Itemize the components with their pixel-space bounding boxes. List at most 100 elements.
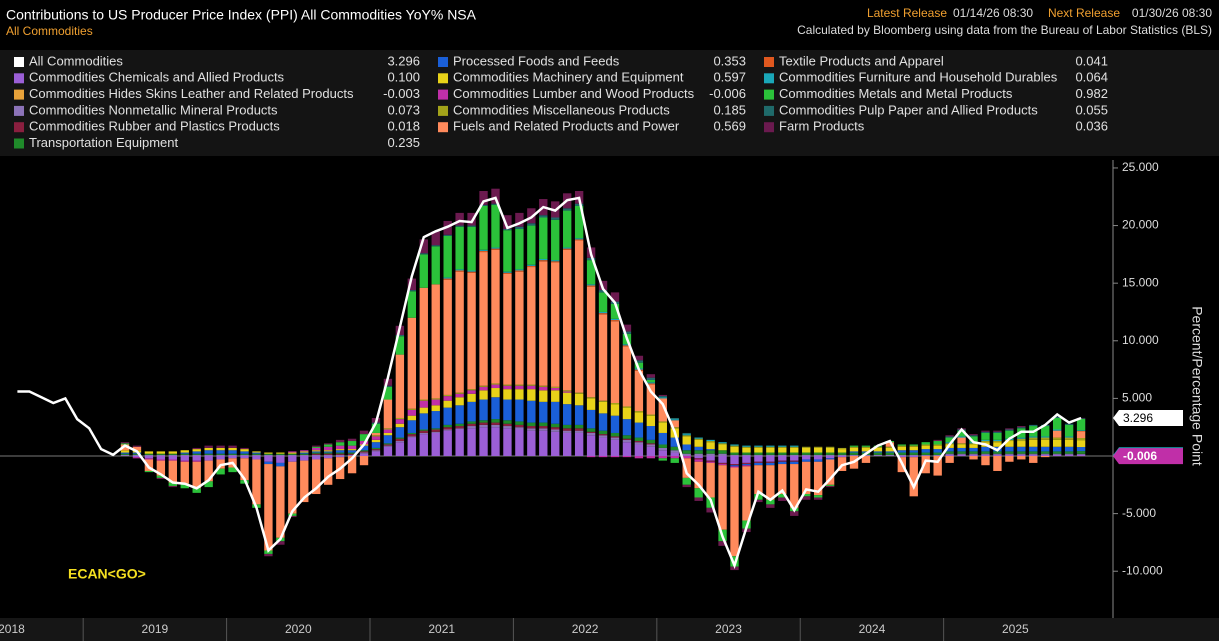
- bar-segment: [730, 445, 739, 447]
- bar-segment: [312, 451, 321, 453]
- bar-segment: [778, 460, 787, 462]
- bar-segment: [216, 447, 225, 451]
- bar-segment: [574, 393, 584, 406]
- bar-segment: [515, 270, 524, 272]
- bar-segment: [288, 515, 297, 518]
- legend-swatch: [438, 122, 448, 133]
- bar-segment: [527, 430, 536, 457]
- bar-segment: [813, 497, 823, 500]
- bar-segment: [1076, 438, 1086, 441]
- bar-segment: [622, 345, 632, 347]
- bar-segment: [144, 454, 154, 457]
- bar-segment: [347, 456, 357, 474]
- bar-segment: [634, 442, 644, 445]
- bar-segment: [455, 429, 464, 457]
- bar-segment: [395, 442, 405, 457]
- bar-segment: [1005, 451, 1014, 454]
- bar-segment: [467, 226, 476, 271]
- bar-segment: [682, 432, 691, 435]
- bar-segment: [790, 461, 799, 465]
- bar-segment: [969, 451, 978, 454]
- bar-segment: [778, 497, 787, 501]
- bar-segment: [1064, 424, 1074, 437]
- bar-segment: [431, 284, 440, 399]
- bar-segment: [1076, 451, 1086, 454]
- bar-segment: [945, 436, 954, 438]
- bar-segment: [491, 424, 500, 428]
- bar-segment: [682, 450, 691, 454]
- bar-segment: [885, 447, 895, 452]
- bar-segment: [574, 238, 584, 240]
- bar-segment: [790, 445, 799, 447]
- bar-segment: [371, 450, 381, 452]
- bar-segment: [300, 456, 309, 461]
- bar-segment: [431, 231, 440, 246]
- bar-segment: [921, 444, 930, 446]
- bar-segment: [527, 426, 536, 429]
- legend-label: Commodities Pulp Paper and Allied Produc…: [779, 102, 1038, 117]
- bar-segment: [491, 188, 500, 204]
- bar-segment: [634, 355, 644, 361]
- bar-segment: [969, 434, 978, 436]
- bar-segment: [228, 447, 237, 451]
- bar-segment: [204, 453, 213, 455]
- bar-segment: [790, 464, 799, 508]
- bar-segment: [993, 430, 1002, 432]
- bar-segment: [981, 453, 990, 455]
- bar-segment: [539, 428, 548, 431]
- bar-segment: [551, 386, 560, 389]
- bar-segment: [706, 442, 715, 450]
- bar-segment: [431, 405, 440, 412]
- bar-segment: [634, 412, 644, 423]
- legend-value: 0.018: [387, 119, 420, 134]
- bar-segment: [455, 212, 464, 226]
- bar-segment: [479, 424, 488, 428]
- bar-segment: [921, 456, 930, 474]
- x-tick-label: 2018: [0, 622, 25, 636]
- bar-segment: [885, 446, 895, 448]
- bar-segment: [706, 462, 715, 498]
- legend-label: Commodities Metals and Metal Products: [779, 86, 1013, 101]
- bar-segment: [1076, 454, 1086, 457]
- bar-segment: [646, 443, 656, 445]
- bar-segment: [539, 386, 548, 391]
- bar-segment: [204, 450, 213, 454]
- bar-segment: [180, 452, 189, 454]
- bar-segment: [264, 453, 273, 455]
- bar-segment: [778, 456, 787, 461]
- bar-segment: [694, 453, 703, 457]
- bar-segment: [682, 456, 691, 459]
- bar-segment: [646, 415, 656, 427]
- bar-segment: [694, 446, 703, 451]
- bar-segment: [1029, 436, 1038, 438]
- bar-segment: [646, 439, 656, 444]
- bar-segment: [1005, 446, 1014, 452]
- bar-segment: [586, 409, 596, 429]
- bar-segment: [240, 453, 249, 455]
- bar-segment: [634, 362, 644, 369]
- bar-segment: [371, 451, 381, 457]
- bar-segment: [240, 447, 249, 450]
- bar-segment: [622, 442, 632, 457]
- bar-segment: [120, 443, 130, 445]
- bar-segment: [156, 454, 166, 457]
- bar-segment: [467, 271, 476, 273]
- bar-segment: [467, 421, 476, 424]
- bar-segment: [981, 432, 990, 440]
- bar-segment: [598, 313, 608, 315]
- bar-segment: [120, 454, 130, 457]
- bar-segment: [706, 450, 715, 454]
- bar-segment: [598, 430, 608, 435]
- bar-segment: [252, 452, 261, 454]
- legend-label: Commodities Miscellaneous Products: [453, 102, 670, 117]
- bar-segment: [622, 346, 632, 407]
- bar-segment: [766, 447, 775, 453]
- bar-segment: [515, 226, 524, 230]
- bar-segment: [443, 424, 452, 428]
- bar-segment: [598, 290, 608, 293]
- bar-segment: [849, 446, 859, 448]
- bar-segment: [491, 419, 500, 423]
- legend-swatch: [764, 73, 774, 84]
- x-tick-label: 2021: [428, 622, 455, 636]
- bar-segment: [1029, 454, 1038, 457]
